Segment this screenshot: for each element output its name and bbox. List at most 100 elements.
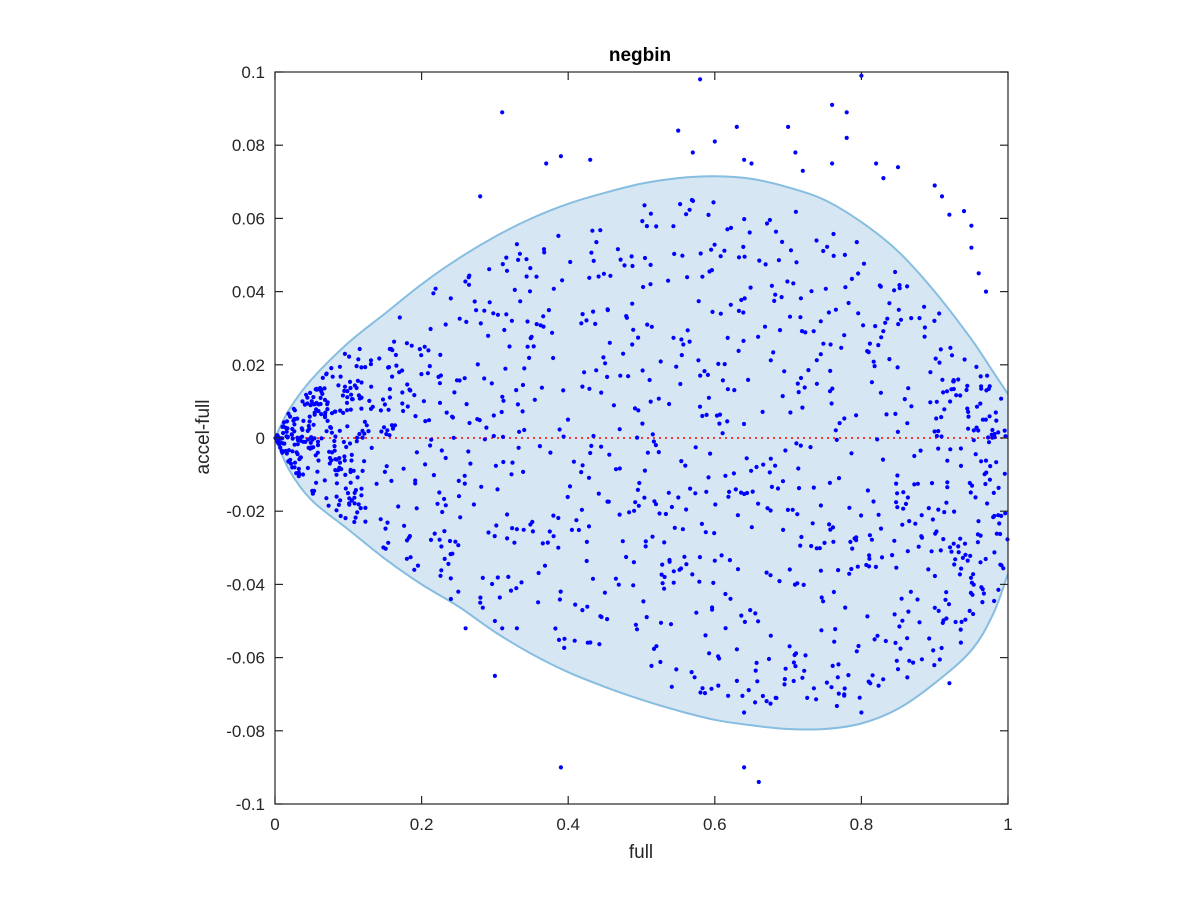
data-point xyxy=(359,380,364,385)
data-point xyxy=(640,421,645,426)
data-point xyxy=(936,507,941,512)
data-point xyxy=(384,432,389,437)
data-point xyxy=(893,640,898,646)
data-point xyxy=(964,387,969,393)
data-point xyxy=(887,301,892,306)
data-point xyxy=(369,445,374,450)
data-point xyxy=(458,515,463,520)
data-point xyxy=(948,345,953,350)
data-point xyxy=(491,311,496,316)
data-point xyxy=(556,545,561,550)
data-point xyxy=(384,464,389,469)
data-point xyxy=(971,611,976,617)
data-point xyxy=(965,558,970,563)
data-point xyxy=(667,401,672,407)
data-point xyxy=(507,344,512,349)
data-point xyxy=(854,240,859,245)
data-point xyxy=(818,352,823,357)
data-point xyxy=(822,540,827,546)
data-point xyxy=(640,368,645,373)
data-point xyxy=(899,596,904,601)
data-point xyxy=(295,438,301,443)
data-point xyxy=(645,450,651,455)
data-point xyxy=(601,355,606,360)
data-point xyxy=(556,515,561,521)
data-point xyxy=(442,496,447,502)
data-point xyxy=(699,521,705,527)
x-axis-label: full xyxy=(629,842,653,863)
data-point xyxy=(985,501,990,506)
data-point xyxy=(591,433,596,439)
data-point xyxy=(281,420,287,425)
data-point xyxy=(680,527,686,532)
data-point xyxy=(798,543,803,548)
data-point xyxy=(936,429,941,434)
data-point xyxy=(930,517,936,522)
data-point xyxy=(945,480,950,485)
data-point xyxy=(284,451,289,456)
data-point xyxy=(929,549,934,554)
data-point xyxy=(368,358,374,363)
data-point xyxy=(794,260,799,265)
data-point xyxy=(952,562,957,567)
data-point xyxy=(684,507,689,512)
data-point xyxy=(385,520,390,525)
data-point xyxy=(732,388,737,393)
data-point xyxy=(450,415,455,420)
data-point xyxy=(443,455,448,461)
data-point xyxy=(791,660,797,665)
data-point xyxy=(941,618,946,623)
data-point xyxy=(607,452,612,457)
data-point xyxy=(903,501,909,506)
data-point xyxy=(966,409,971,414)
data-point xyxy=(311,402,316,407)
data-point xyxy=(359,395,364,400)
data-point xyxy=(292,416,298,422)
data-point xyxy=(527,355,532,360)
data-point xyxy=(658,659,663,665)
data-point xyxy=(847,571,852,576)
data-point xyxy=(895,429,901,434)
data-point xyxy=(678,381,683,387)
data-point xyxy=(726,693,731,698)
data-point xyxy=(617,512,622,517)
data-point xyxy=(867,341,873,346)
data-point xyxy=(895,505,900,510)
data-point xyxy=(773,229,779,234)
data-point xyxy=(806,368,811,373)
data-point xyxy=(381,545,386,550)
data-point xyxy=(942,509,947,515)
data-point xyxy=(723,626,728,631)
data-point xyxy=(327,449,332,454)
data-point xyxy=(593,321,598,326)
data-point xyxy=(753,700,758,705)
data-point xyxy=(579,470,584,475)
data-point xyxy=(413,414,418,419)
data-point xyxy=(658,359,663,364)
data-point xyxy=(596,274,601,279)
y-axis-label: accel-full xyxy=(193,400,214,475)
data-point xyxy=(873,324,878,329)
data-point xyxy=(932,318,937,323)
data-point xyxy=(506,574,511,580)
data-point xyxy=(501,398,506,403)
data-point xyxy=(681,342,686,347)
data-point xyxy=(726,494,731,499)
data-point xyxy=(386,407,391,412)
data-point xyxy=(949,549,954,554)
data-point xyxy=(546,308,552,313)
data-point xyxy=(669,684,674,689)
data-point xyxy=(345,389,350,394)
data-point xyxy=(495,487,500,492)
data-point xyxy=(896,322,901,327)
data-point xyxy=(348,407,353,412)
data-point xyxy=(562,636,567,641)
data-point xyxy=(560,278,565,283)
data-point xyxy=(833,428,838,433)
data-point xyxy=(645,322,650,327)
data-point xyxy=(939,194,945,199)
data-point xyxy=(700,274,705,279)
data-point xyxy=(989,432,994,437)
data-point xyxy=(958,640,964,645)
data-point xyxy=(901,506,906,511)
